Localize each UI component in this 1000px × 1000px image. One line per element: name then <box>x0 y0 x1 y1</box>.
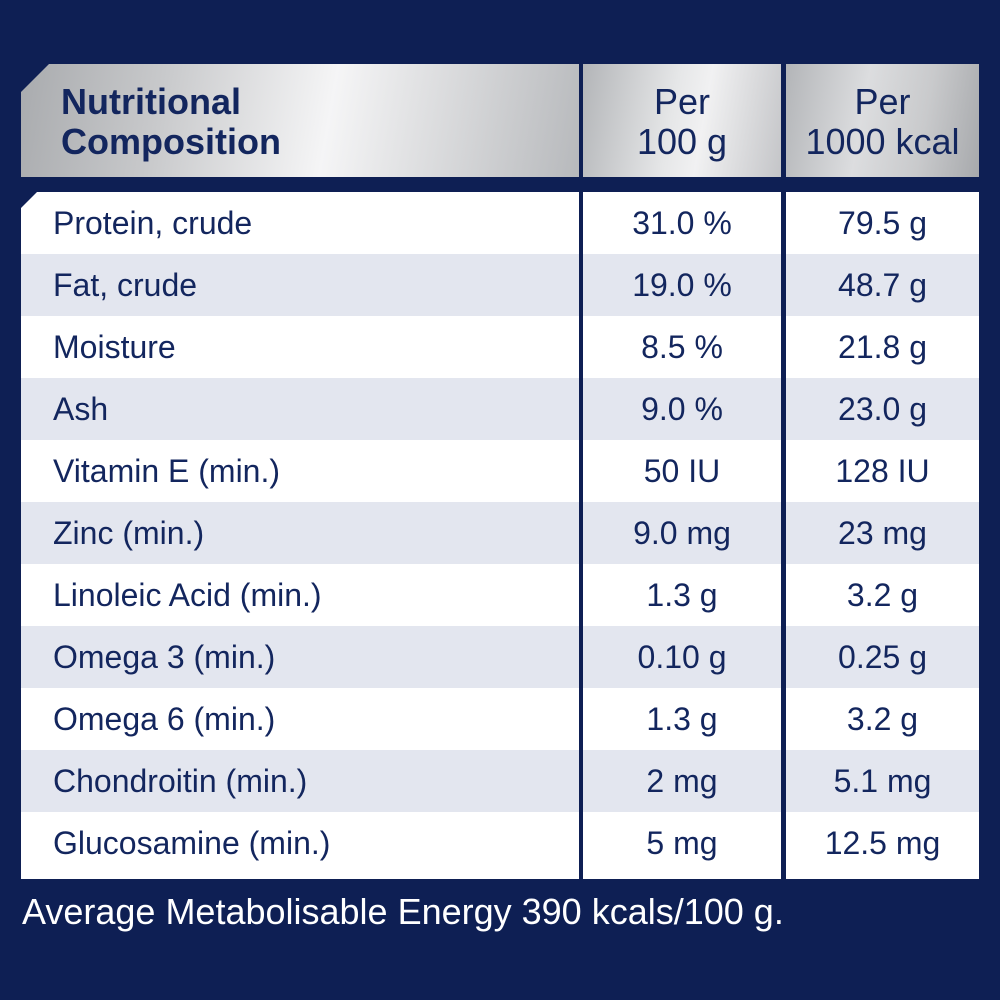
nutrient-name: Protein, crude <box>21 192 579 254</box>
value-per-100g: 2 mg <box>583 750 781 812</box>
value-per-1000kcal: 128 IU <box>786 440 979 502</box>
value-per-1000kcal: 79.5 g <box>786 192 979 254</box>
nutrient-name: Linoleic Acid (min.) <box>21 564 579 626</box>
nutrient-name: Fat, crude <box>21 254 579 316</box>
value-per-100g: 0.10 g <box>583 626 781 688</box>
header-col2-line1: Per <box>653 81 711 122</box>
value-per-1000kcal: 48.7 g <box>786 254 979 316</box>
nutrient-name: Chondroitin (min.) <box>21 750 579 812</box>
value-per-100g: 19.0 % <box>583 254 781 316</box>
value-per-100g: 31.0 % <box>583 192 781 254</box>
header-per-100g: Per 100 g <box>583 64 781 177</box>
table-header: Nutritional Composition Per 100 g Per 10… <box>21 64 979 177</box>
table-row: Chondroitin (min.) 2 mg 5.1 mg <box>21 750 979 812</box>
header-col3-line1: Per <box>854 81 911 122</box>
value-per-1000kcal: 23.0 g <box>786 378 979 440</box>
table-row: Ash 9.0 % 23.0 g <box>21 378 979 440</box>
nutrient-name: Ash <box>21 378 579 440</box>
energy-footnote: Average Metabolisable Energy 390 kcals/1… <box>22 891 784 932</box>
header-per-1000kcal: Per 1000 kcal <box>786 64 979 177</box>
value-per-1000kcal: 5.1 mg <box>786 750 979 812</box>
table-row: Omega 6 (min.) 1.3 g 3.2 g <box>21 688 979 750</box>
header-col1-line1: Nutritional <box>61 81 241 122</box>
value-per-100g: 1.3 g <box>583 564 781 626</box>
value-per-1000kcal: 3.2 g <box>786 688 979 750</box>
table-body: Protein, crude 31.0 % 79.5 g Fat, crude … <box>21 192 979 879</box>
value-per-1000kcal: 23 mg <box>786 502 979 564</box>
table-row: Moisture 8.5 % 21.8 g <box>21 316 979 378</box>
value-per-100g: 9.0 mg <box>583 502 781 564</box>
table-row: Linoleic Acid (min.) 1.3 g 3.2 g <box>21 564 979 626</box>
header-col2-line2: 100 g <box>636 121 728 162</box>
header-col1-line2: Composition <box>61 121 281 162</box>
value-per-100g: 9.0 % <box>583 378 781 440</box>
table-row: Fat, crude 19.0 % 48.7 g <box>21 254 979 316</box>
value-per-100g: 1.3 g <box>583 688 781 750</box>
value-per-1000kcal: 21.8 g <box>786 316 979 378</box>
nutrition-table: Nutritional Composition Per 100 g Per 10… <box>21 64 979 879</box>
table-row: Vitamin E (min.) 50 IU 128 IU <box>21 440 979 502</box>
header-col3-line2: 1000 kcal <box>805 121 960 162</box>
nutrient-name: Omega 6 (min.) <box>21 688 579 750</box>
value-per-1000kcal: 0.25 g <box>786 626 979 688</box>
value-per-1000kcal: 12.5 mg <box>786 812 979 879</box>
value-per-100g: 8.5 % <box>583 316 781 378</box>
value-per-100g: 50 IU <box>583 440 781 502</box>
nutrient-name: Glucosamine (min.) <box>21 812 579 879</box>
value-per-100g: 5 mg <box>583 812 781 879</box>
value-per-1000kcal: 3.2 g <box>786 564 979 626</box>
table-row: Omega 3 (min.) 0.10 g 0.25 g <box>21 626 979 688</box>
nutrient-name: Vitamin E (min.) <box>21 440 579 502</box>
nutrient-name: Zinc (min.) <box>21 502 579 564</box>
table-row: Zinc (min.) 9.0 mg 23 mg <box>21 502 979 564</box>
header-nutritional-composition: Nutritional Composition <box>21 64 579 177</box>
table-row: Glucosamine (min.) 5 mg 12.5 mg <box>21 812 979 879</box>
nutrient-name: Omega 3 (min.) <box>21 626 579 688</box>
table-row: Protein, crude 31.0 % 79.5 g <box>21 192 979 254</box>
nutrient-name: Moisture <box>21 316 579 378</box>
